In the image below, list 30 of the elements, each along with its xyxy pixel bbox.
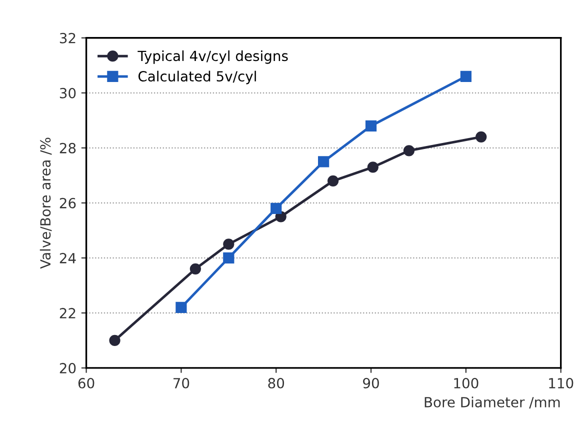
point (270, 202, 282, 214)
x-tick-label: 100 (454, 378, 478, 388)
point (476, 131, 487, 142)
legend-label: Calculated 5v/cyl (138, 70, 256, 84)
point (328, 175, 339, 186)
legend-label: Typical 4v/cyl designs (138, 50, 288, 64)
point (403, 145, 415, 156)
x-tick-label: 60 (78, 378, 94, 388)
point (190, 263, 201, 274)
point (460, 70, 472, 82)
x-tick-label: 70 (174, 378, 190, 388)
y-tick-label: 22 (60, 308, 76, 318)
point (223, 238, 234, 250)
x-axis-title: Bore Diameter /mm (424, 396, 560, 409)
y-tick-label: 20 (60, 362, 76, 374)
point (176, 302, 187, 313)
x-tick-label: 90 (363, 378, 379, 388)
y-tick-label: 26 (60, 198, 76, 208)
x-tick-label: 110 (549, 378, 574, 388)
x-tick-label: 80 (268, 378, 284, 388)
y-tick-label: 24 (60, 252, 76, 264)
y-axis-title: Valve/Bore area /% (40, 138, 52, 269)
point (367, 162, 378, 173)
point (318, 156, 330, 168)
y-tick-label: 30 (60, 88, 76, 98)
point (223, 252, 234, 264)
point (365, 120, 377, 132)
y-tick-label: 32 (60, 32, 76, 44)
point (109, 334, 120, 346)
y-tick-label: 28 (60, 142, 76, 154)
